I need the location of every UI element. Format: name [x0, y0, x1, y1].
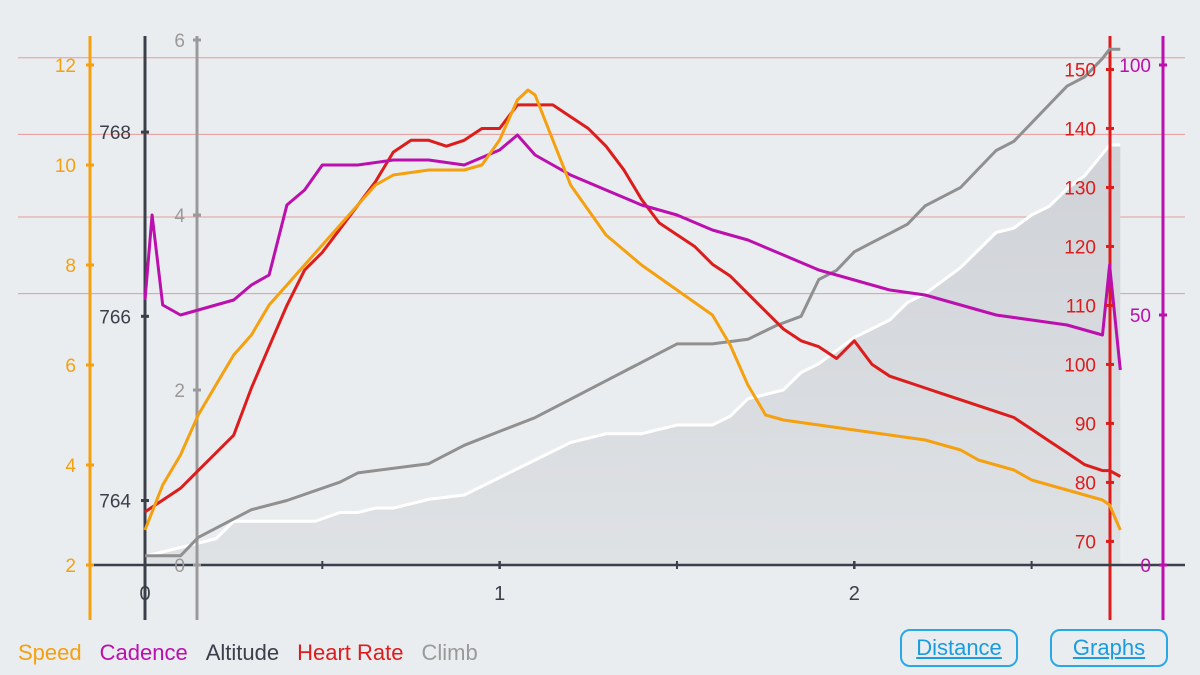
- heart-rate-tick-label: 70: [1075, 532, 1096, 553]
- heart-rate-tick-label: 150: [1064, 60, 1096, 81]
- heart-rate-line: [144, 103, 1122, 514]
- legend-speed: Speed: [18, 640, 82, 665]
- legend-climb: Climb: [421, 640, 478, 665]
- altitude-tick-label: 766: [99, 307, 131, 328]
- speed-tick-label: 8: [65, 256, 76, 277]
- altitude-tick-label: 764: [99, 492, 131, 513]
- heart-rate-tick-label: 120: [1064, 237, 1096, 258]
- speed-tick-label: 6: [65, 356, 76, 377]
- heart-rate-tick-label: 80: [1075, 473, 1096, 494]
- altitude-line: [145, 47, 1121, 558]
- legend-heart-rate: Heart Rate: [297, 640, 404, 665]
- climb-area: [145, 145, 1121, 565]
- cadence-line: [143, 133, 1122, 371]
- speed-tick-label: 12: [55, 56, 76, 77]
- cadence-tick-label: 0: [1140, 556, 1151, 577]
- heart-rate-tick-label: 130: [1064, 178, 1096, 199]
- x-tick-label: 2: [849, 583, 860, 605]
- legend-cadence: Cadence: [99, 640, 188, 665]
- climb-tick-label: 2: [174, 381, 185, 402]
- heart-rate-tick-label: 110: [1066, 296, 1096, 317]
- climb-tick-label: 0: [174, 556, 185, 577]
- climb-tick-label: 6: [174, 31, 185, 52]
- legend-altitude: Altitude: [205, 640, 280, 665]
- graphs-button[interactable]: Graphs: [1050, 629, 1168, 667]
- heart-rate-tick-label: 90: [1075, 414, 1096, 435]
- x-tick-label: 1: [494, 583, 505, 605]
- speed-tick-label: 4: [65, 456, 76, 477]
- climb-tick-label: 4: [174, 206, 185, 227]
- speed-line: [143, 88, 1122, 531]
- cadence-tick-label: 50: [1130, 306, 1151, 327]
- cadence-tick-label: 100: [1119, 56, 1151, 77]
- x-tick-label: 0: [139, 583, 150, 605]
- altitude-tick-label: 768: [99, 123, 131, 144]
- heart-rate-tick-label: 140: [1064, 119, 1096, 140]
- legend: Speed Cadence Altitude Heart Rate Climb: [18, 640, 478, 666]
- distance-button[interactable]: Distance: [900, 629, 1018, 667]
- heart-rate-tick-label: 100: [1064, 355, 1096, 376]
- climb-outline: [144, 143, 1121, 558]
- speed-tick-label: 2: [65, 556, 76, 577]
- speed-tick-label: 10: [55, 156, 76, 177]
